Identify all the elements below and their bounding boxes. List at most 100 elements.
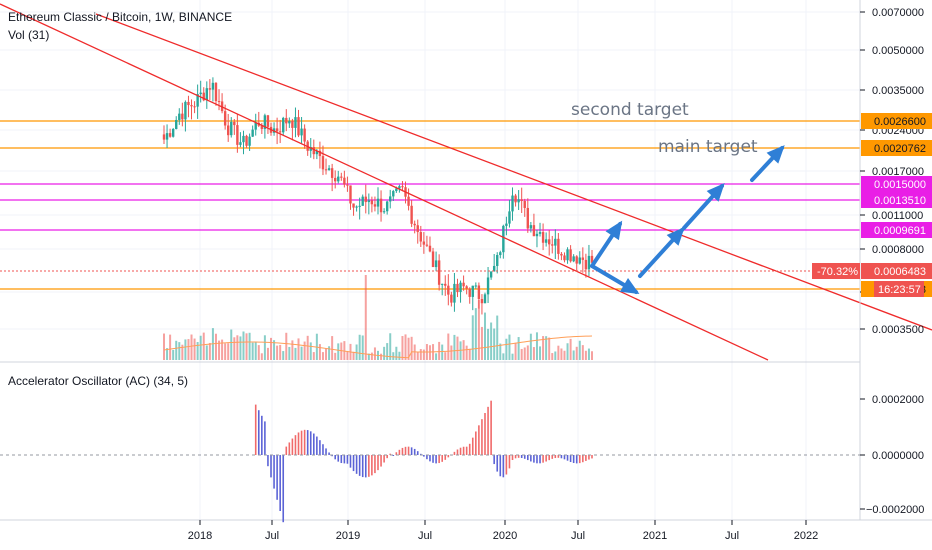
oscillator-bar xyxy=(270,455,272,478)
candle-body xyxy=(318,150,322,157)
last-price-tag-label: 0.0006483 xyxy=(874,266,926,278)
volume-bar xyxy=(380,353,383,360)
oscillator-bar xyxy=(380,455,382,467)
oscillator-axis[interactable]: 0.0002000 0.0000000 −0.0002000 xyxy=(860,394,924,516)
volume-bar xyxy=(578,340,581,360)
volume-bar xyxy=(514,342,517,360)
oscillator-bar xyxy=(438,455,440,464)
volume-bar xyxy=(233,337,236,360)
time-axis[interactable]: 2018 Jul 2019 Jul 2020 Jul 2021 Jul 2022 xyxy=(188,520,818,542)
volume-bar xyxy=(208,342,211,360)
volume-bar xyxy=(477,300,480,360)
price-tick-label: 0.0011000 xyxy=(872,210,923,222)
volume-bar xyxy=(218,340,221,360)
last-price-tag xyxy=(861,263,932,279)
oscillator-bar xyxy=(435,455,437,464)
candle-body xyxy=(477,285,481,300)
annotation-second-target[interactable]: second target xyxy=(571,100,689,120)
oscillator-bar xyxy=(481,419,483,455)
candle-body xyxy=(520,199,523,202)
oscillator-bars xyxy=(254,400,593,523)
volume-bar xyxy=(502,353,505,360)
volume-bar xyxy=(318,344,321,360)
time-tick-label: Jul xyxy=(571,530,585,542)
volume-bar xyxy=(166,348,169,360)
trendlines[interactable] xyxy=(0,3,932,361)
volume-bar xyxy=(364,275,367,360)
candle-body xyxy=(260,125,264,129)
candle-body xyxy=(364,196,367,203)
oscillator-bar xyxy=(325,448,327,455)
oscillator-bar xyxy=(349,455,352,468)
price-tick-label: 0.0017000 xyxy=(872,166,924,178)
oscillator-bar xyxy=(459,447,462,455)
volume-bar xyxy=(260,353,263,360)
oscillator-bar xyxy=(493,455,495,465)
oscillator-bar xyxy=(306,430,309,455)
candle-body xyxy=(456,283,459,293)
candle-body xyxy=(346,184,349,186)
price-tick-label: 0.0050000 xyxy=(872,45,924,57)
level-tag xyxy=(861,192,932,208)
volume-bar xyxy=(523,347,526,360)
volume-bar xyxy=(236,335,239,360)
candle-body xyxy=(211,82,215,90)
candle-body xyxy=(266,115,270,127)
volume-bar xyxy=(242,331,245,360)
candle-body xyxy=(544,239,548,243)
oscillator-bar xyxy=(389,453,392,455)
candle-body xyxy=(496,255,499,266)
trendline-lower xyxy=(0,3,769,361)
oscillator-bar xyxy=(358,455,361,476)
arrow-head-icon xyxy=(605,220,623,241)
oscillator-bar xyxy=(395,452,398,455)
oscillator-bar xyxy=(432,455,434,463)
oscillator-bar xyxy=(285,446,288,455)
grid xyxy=(0,0,860,520)
candle-body xyxy=(175,119,178,130)
volume-ma-line xyxy=(163,335,593,359)
volume-bar xyxy=(584,350,587,360)
oscillator-bar xyxy=(456,449,459,455)
candle-body xyxy=(343,177,346,185)
candle-body xyxy=(187,101,190,106)
candle-body xyxy=(483,294,487,304)
countdown-tag xyxy=(874,281,924,297)
oscillator-bar xyxy=(401,447,404,455)
candle-body xyxy=(529,225,533,229)
candle-body xyxy=(294,117,297,128)
volume-bar xyxy=(572,350,575,360)
candle-body xyxy=(538,232,542,234)
candle-body xyxy=(349,185,352,204)
candle-body xyxy=(590,255,594,263)
arrow-head-icon xyxy=(619,277,640,295)
oscillator-bar xyxy=(340,455,343,464)
candle-body xyxy=(303,128,306,142)
annotation-main-target[interactable]: main target xyxy=(658,137,758,157)
candle-body xyxy=(474,285,478,287)
arrow-head-icon xyxy=(666,227,685,246)
candle-body xyxy=(572,256,575,262)
volume-bar xyxy=(266,347,269,360)
volume-bar xyxy=(392,352,395,360)
volume-bar xyxy=(239,336,242,360)
candle-body xyxy=(181,113,184,120)
candle-body xyxy=(505,223,508,226)
candle-body xyxy=(379,198,383,213)
oscillator-bar xyxy=(487,406,489,455)
candle-body xyxy=(312,147,315,155)
volume-label: Vol (31) xyxy=(8,28,50,42)
candle-body xyxy=(489,271,493,278)
volume-bar xyxy=(569,338,572,360)
projection-arrows[interactable] xyxy=(590,145,785,295)
oscillator-bar xyxy=(429,455,431,462)
oscillator-tick-label: 0.0000000 xyxy=(872,450,924,462)
volume-bar xyxy=(181,344,184,360)
time-tick-label: 2018 xyxy=(188,530,212,542)
volume-bar xyxy=(288,346,291,360)
volume-bar xyxy=(422,349,425,360)
oscillator-bar xyxy=(588,455,590,460)
candle-body xyxy=(434,260,438,268)
